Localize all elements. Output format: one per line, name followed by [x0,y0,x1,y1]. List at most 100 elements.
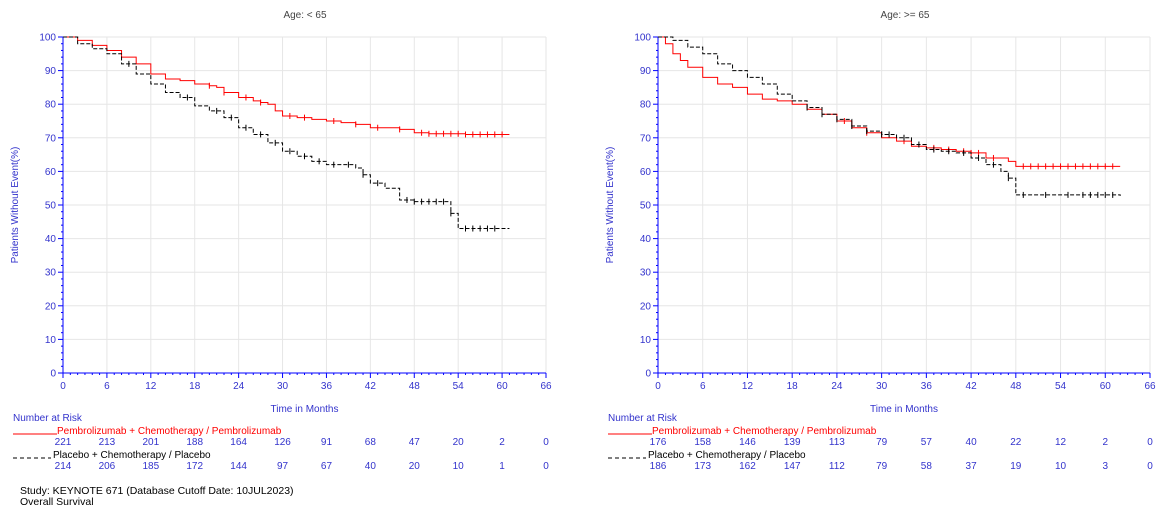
x-axis-label: Time in Months [271,404,339,415]
y-tick-label: 70 [45,133,57,144]
risk-count: 144 [230,461,247,472]
risk-count: 68 [365,437,377,448]
risk-count: 79 [876,461,888,472]
x-tick-label: 0 [60,381,66,392]
x-tick-label: 6 [700,381,706,392]
risk-count: 0 [1147,461,1153,472]
footer: Study: KEYNOTE 671 (Database Cutoff Date… [20,486,294,508]
x-tick-label: 54 [1055,381,1067,392]
y-tick-label: 70 [640,133,652,144]
risk-count: 139 [784,437,801,448]
x-tick-label: 66 [1144,381,1156,392]
y-tick-label: 90 [640,66,652,77]
y-tick-label: 60 [45,167,57,178]
y-tick-label: 50 [45,201,57,212]
x-tick-label: 0 [655,381,661,392]
risk-row-label: Placebo + Chemotherapy / Placebo [648,450,806,461]
risk-count: 206 [99,461,116,472]
risk-count: 213 [99,437,116,448]
risk-count: 3 [1102,461,1108,472]
risk-count: 10 [453,461,465,472]
x-tick-label: 30 [277,381,289,392]
risk-table-header: Number at Risk [13,413,83,424]
x-tick-label: 24 [831,381,843,392]
y-tick-label: 100 [39,33,56,44]
y-tick-label: 40 [640,234,652,245]
risk-count: 91 [321,437,333,448]
risk-table-header: Number at Risk [608,413,678,424]
y-tick-label: 60 [640,167,652,178]
risk-count: 40 [966,437,978,448]
risk-count: 20 [453,437,465,448]
risk-count: 147 [784,461,801,472]
risk-count: 112 [829,461,845,472]
risk-count: 173 [694,461,711,472]
risk-count: 12 [1055,437,1067,448]
y-axis-label: Patients Without Event(%) [10,147,21,264]
risk-row-label: Placebo + Chemotherapy / Placebo [53,450,211,461]
risk-count: 172 [186,461,203,472]
risk-count: 58 [921,461,933,472]
y-tick-label: 100 [634,33,651,44]
risk-count: 214 [55,461,72,472]
risk-count: 97 [277,461,289,472]
risk-row-label: Pembrolizumab + Chemotherapy / Pembroliz… [57,426,282,437]
x-axis-label: Time in Months [870,404,938,415]
y-tick-label: 80 [640,100,652,111]
risk-count: 67 [321,461,333,472]
x-tick-label: 60 [1100,381,1112,392]
risk-count: 162 [739,461,756,472]
risk-count: 19 [1010,461,1022,472]
risk-count: 201 [142,437,159,448]
risk-count: 113 [829,437,845,448]
risk-count: 10 [1055,461,1067,472]
x-tick-label: 12 [145,381,157,392]
y-tick-label: 80 [45,100,57,111]
km-curve-placebo [658,36,1121,196]
y-tick-label: 30 [640,268,652,279]
x-tick-label: 66 [540,381,552,392]
y-tick-label: 40 [45,234,57,245]
study-note: Study: KEYNOTE 671 (Database Cutoff Date… [20,485,294,497]
endpoint-note: Overall Survival [20,496,94,508]
risk-count: 0 [543,461,549,472]
risk-count: 20 [409,461,421,472]
risk-count: 37 [966,461,978,472]
y-tick-label: 50 [640,201,652,212]
y-tick-label: 10 [45,335,57,346]
chart-title: Age: >= 65 [881,10,930,21]
x-tick-label: 36 [321,381,333,392]
y-axis-label: Patients Without Event(%) [605,147,616,264]
risk-count: 186 [650,461,667,472]
risk-count: 176 [650,437,667,448]
km-curve-placebo [63,36,510,230]
risk-count: 2 [499,437,505,448]
x-tick-label: 18 [189,381,201,392]
y-tick-label: 0 [645,369,651,380]
x-tick-label: 42 [966,381,978,392]
risk-count: 221 [55,437,72,448]
risk-count: 0 [1147,437,1153,448]
x-tick-label: 12 [742,381,754,392]
risk-count: 126 [274,437,291,448]
y-tick-label: 30 [45,268,57,279]
y-tick-label: 20 [640,301,652,312]
risk-count: 57 [921,437,933,448]
x-tick-label: 48 [1010,381,1022,392]
risk-count: 47 [409,437,421,448]
y-tick-label: 90 [45,66,57,77]
risk-count: 40 [365,461,377,472]
y-tick-label: 20 [45,301,57,312]
risk-count: 1 [499,461,505,472]
risk-count: 0 [543,437,549,448]
x-tick-label: 30 [876,381,888,392]
risk-count: 146 [739,437,756,448]
risk-count: 22 [1010,437,1022,448]
x-tick-label: 18 [787,381,799,392]
x-tick-label: 42 [365,381,377,392]
x-tick-label: 36 [921,381,933,392]
